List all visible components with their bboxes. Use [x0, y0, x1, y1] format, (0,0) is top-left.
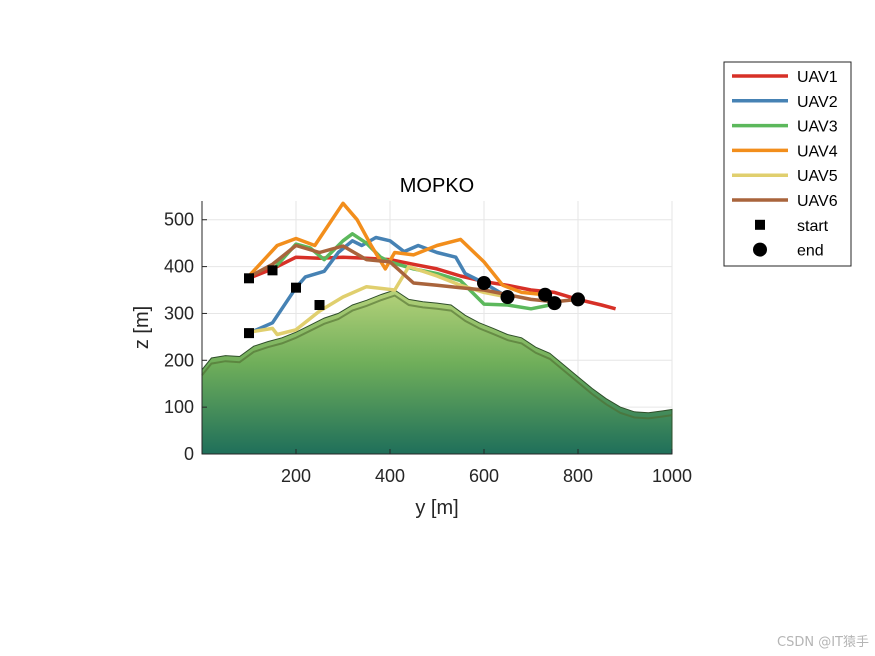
x-axis-label: y [m] — [415, 497, 458, 519]
legend-swatch-start — [755, 219, 765, 230]
end-marker — [571, 292, 585, 307]
x-tick-label: 400 — [375, 466, 405, 486]
start-marker — [291, 282, 301, 293]
x-tick-label: 200 — [281, 466, 311, 486]
x-tick-label: 800 — [563, 466, 593, 486]
y-tick-label: 200 — [164, 350, 194, 370]
end-marker — [538, 287, 553, 302]
end-marker — [477, 275, 491, 290]
series-line-uav5 — [248, 264, 508, 337]
series-line-uav2 — [248, 235, 509, 335]
legend-label: UAV1 — [797, 69, 838, 86]
series-line-uav6 — [248, 243, 579, 304]
series-line-uav4 — [247, 201, 546, 297]
legend-label: end — [797, 243, 824, 260]
legend-label: UAV3 — [797, 119, 838, 136]
legend-swatch-end — [753, 242, 767, 257]
end-marker — [500, 290, 515, 305]
y-tick-label: 100 — [164, 397, 194, 417]
legend-label: UAV5 — [797, 168, 838, 185]
series-line-uav1 — [248, 255, 617, 311]
watermark: CSDN @IT猿手 — [777, 635, 869, 650]
chart-title: MOPKO — [400, 175, 474, 197]
terrain-surface — [201, 289, 673, 455]
x-tick-label: 1000 — [652, 466, 692, 486]
legend-label: start — [797, 218, 829, 235]
axes: 200 400 600 800 1000 0 100 200 300 400 500 y [m] z [… — [131, 175, 692, 519]
legend-label: UAV2 — [797, 94, 838, 111]
start-marker — [244, 328, 254, 339]
y-tick-label: 500 — [164, 210, 194, 230]
y-tick-label: 300 — [164, 303, 194, 323]
legend: UAV1 UAV2 UAV3 UAV4 UAV5 UAV6 start end — [723, 61, 852, 267]
legend-box — [723, 61, 852, 267]
start-marker — [267, 265, 278, 276]
y-axis-label: z [m] — [131, 306, 153, 349]
end-marker — [547, 296, 562, 311]
start-marker — [314, 300, 325, 311]
legend-label: UAV4 — [797, 143, 838, 160]
y-tick-label: 400 — [164, 257, 194, 277]
series-line-uav3 — [271, 232, 555, 311]
legend-label: UAV6 — [797, 193, 838, 210]
y-tick-label: 0 — [184, 444, 194, 464]
terrain-ridge-shading — [201, 294, 673, 420]
start-marker — [244, 273, 254, 284]
x-tick-label: 600 — [469, 466, 499, 486]
